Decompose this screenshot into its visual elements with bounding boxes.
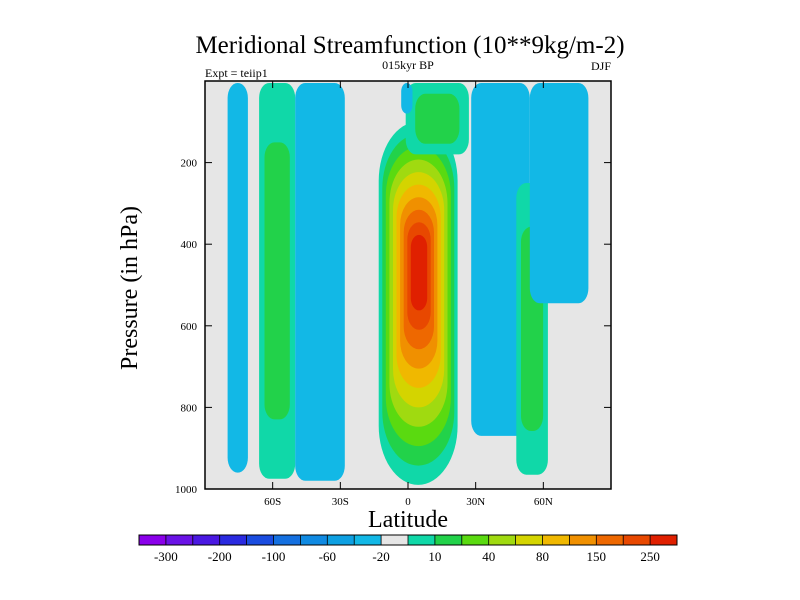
y-tick-label: 600 [181,321,198,333]
colorbar-label: 80 [536,549,549,564]
x-tick-label: 30N [466,496,485,508]
colorbar-swatch [596,535,624,545]
colorbar-label: -100 [262,549,286,564]
colorbar-swatch [139,535,167,545]
colorbar-swatch [381,535,409,545]
contour-band-3-9 [410,234,428,311]
colorbar-swatch [650,535,678,545]
y-tick-label: 200 [181,158,198,170]
season-label: DJF [591,59,611,73]
colorbar-swatch [461,535,489,545]
y-tick-label: 1000 [175,484,198,496]
period-label: 015kyr BP [382,58,434,72]
colorbar-swatch [219,535,247,545]
contour-band-8-0 [529,83,589,304]
colorbar-swatch [354,535,382,545]
colorbar-label: -60 [319,549,336,564]
contour-band-6-0 [471,83,530,436]
colorbar-swatch [488,535,516,545]
x-tick-label: 0 [405,496,411,508]
colorbar-swatch [246,535,274,545]
contour-band-1-1 [264,142,290,420]
x-axis-label: Latitude [368,507,448,533]
colorbar-frame [138,534,678,546]
colorbar-swatch [569,535,597,545]
contour-band-4-1 [415,93,460,144]
y-tick-label: 800 [181,402,198,414]
colorbar-swatch [623,535,651,545]
colorbar-label: 150 [587,549,607,564]
x-tick-label: 60S [264,496,281,508]
colorbar-label: 10 [428,549,441,564]
colorbar-swatch [192,535,220,545]
colorbar-label: 250 [640,549,660,564]
colorbar-label: -300 [154,549,178,564]
y-axis-ticks: 200 400 600 800 1000 [175,158,611,496]
experiment-label: Expt = teiip1 [205,66,268,80]
y-tick-label: 400 [181,239,198,251]
colorbar-swatch [165,535,194,545]
y-axis-label: Pressure (in hPa) [117,206,143,370]
x-tick-label: 60N [534,496,553,508]
colorbar-label: -200 [208,549,232,564]
x-axis-ticks: 60S 30S 0 30N 60N [264,81,553,508]
contour-fields [227,83,589,485]
colorbar-label: 40 [482,549,495,564]
colorbar-swatch [273,535,301,545]
x-tick-label: 30S [332,496,349,508]
colorbar-swatch [515,535,543,545]
colorbar-label: -20 [372,549,389,564]
colorbar-swatch [542,535,570,545]
chart-title: Meridional Streamfunction (10**9kg/m-2) [195,32,624,59]
colorbar-swatch [327,535,355,545]
colorbar-swatch [408,535,436,545]
contour-band-0-0 [227,83,248,473]
colorbar-swatch [434,535,463,545]
contour-band-5-0 [401,83,413,114]
contour-band-2-0 [295,83,345,481]
colorbar: -300 -200 -100 -60 -20 10 40 80 150 250 [138,534,678,564]
colorbar-swatch [300,535,328,545]
